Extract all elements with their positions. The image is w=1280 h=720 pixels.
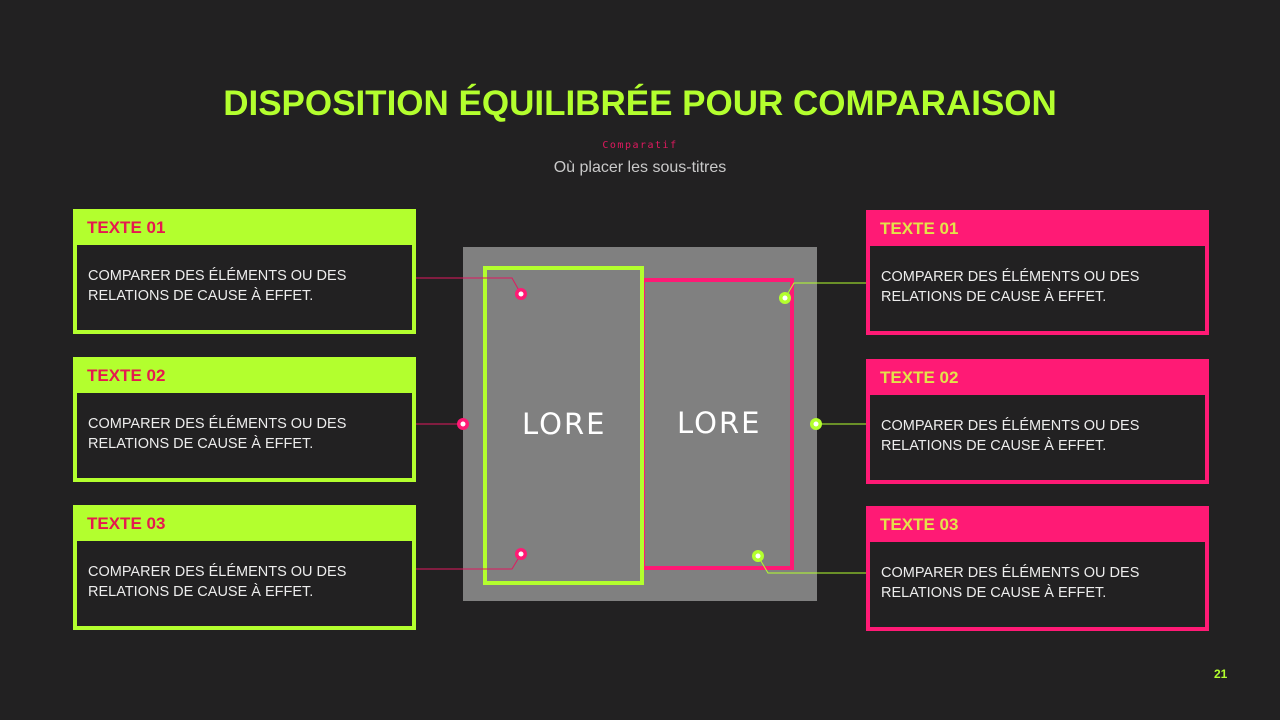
right-label: LORE — [677, 406, 762, 440]
card-label: TEXTE 03 — [87, 514, 166, 533]
card-text: COMPARER DES ÉLÉMENTS OU DES RELATIONS D… — [77, 393, 412, 478]
connector-left-1 — [415, 277, 522, 295]
page-title: DISPOSITION ÉQUILIBRÉE POUR COMPARAISON — [223, 84, 1057, 123]
card-text: COMPARER DES ÉLÉMENTS OU DES RELATIONS D… — [870, 395, 1205, 480]
card-text: COMPARER DES ÉLÉMENTS OU DES RELATIONS D… — [77, 541, 412, 626]
left-card-3: TEXTE 03 COMPARER DES ÉLÉMENTS OU DES RE… — [73, 505, 416, 630]
card-label: TEXTE 02 — [87, 366, 166, 385]
card-label: TEXTE 03 — [880, 515, 959, 534]
left-frame — [483, 266, 644, 585]
card-text: COMPARER DES ÉLÉMENTS OU DES RELATIONS D… — [870, 246, 1205, 331]
card-text: COMPARER DES ÉLÉMENTS OU DES RELATIONS D… — [870, 542, 1205, 627]
card-label: TEXTE 02 — [880, 368, 959, 387]
right-card-3: TEXTE 03 COMPARER DES ÉLÉMENTS OU DES RE… — [866, 506, 1209, 631]
card-label: TEXTE 01 — [87, 218, 166, 237]
right-card-1: TEXTE 01 COMPARER DES ÉLÉMENTS OU DES RE… — [866, 210, 1209, 335]
card-label: TEXTE 01 — [880, 219, 959, 238]
left-card-2: TEXTE 02 COMPARER DES ÉLÉMENTS OU DES RE… — [73, 357, 416, 482]
page-number: 21 — [1214, 667, 1228, 681]
right-card-2: TEXTE 02 COMPARER DES ÉLÉMENTS OU DES RE… — [866, 359, 1209, 484]
kicker: Comparatif — [602, 140, 678, 151]
left-card-1: TEXTE 01 COMPARER DES ÉLÉMENTS OU DES RE… — [73, 209, 416, 334]
subtitle: Où placer les sous-titres — [553, 159, 727, 176]
left-label: LORE — [522, 407, 607, 441]
connector-right-3 — [757, 555, 866, 574]
card-text: COMPARER DES ÉLÉMENTS OU DES RELATIONS D… — [77, 245, 412, 330]
